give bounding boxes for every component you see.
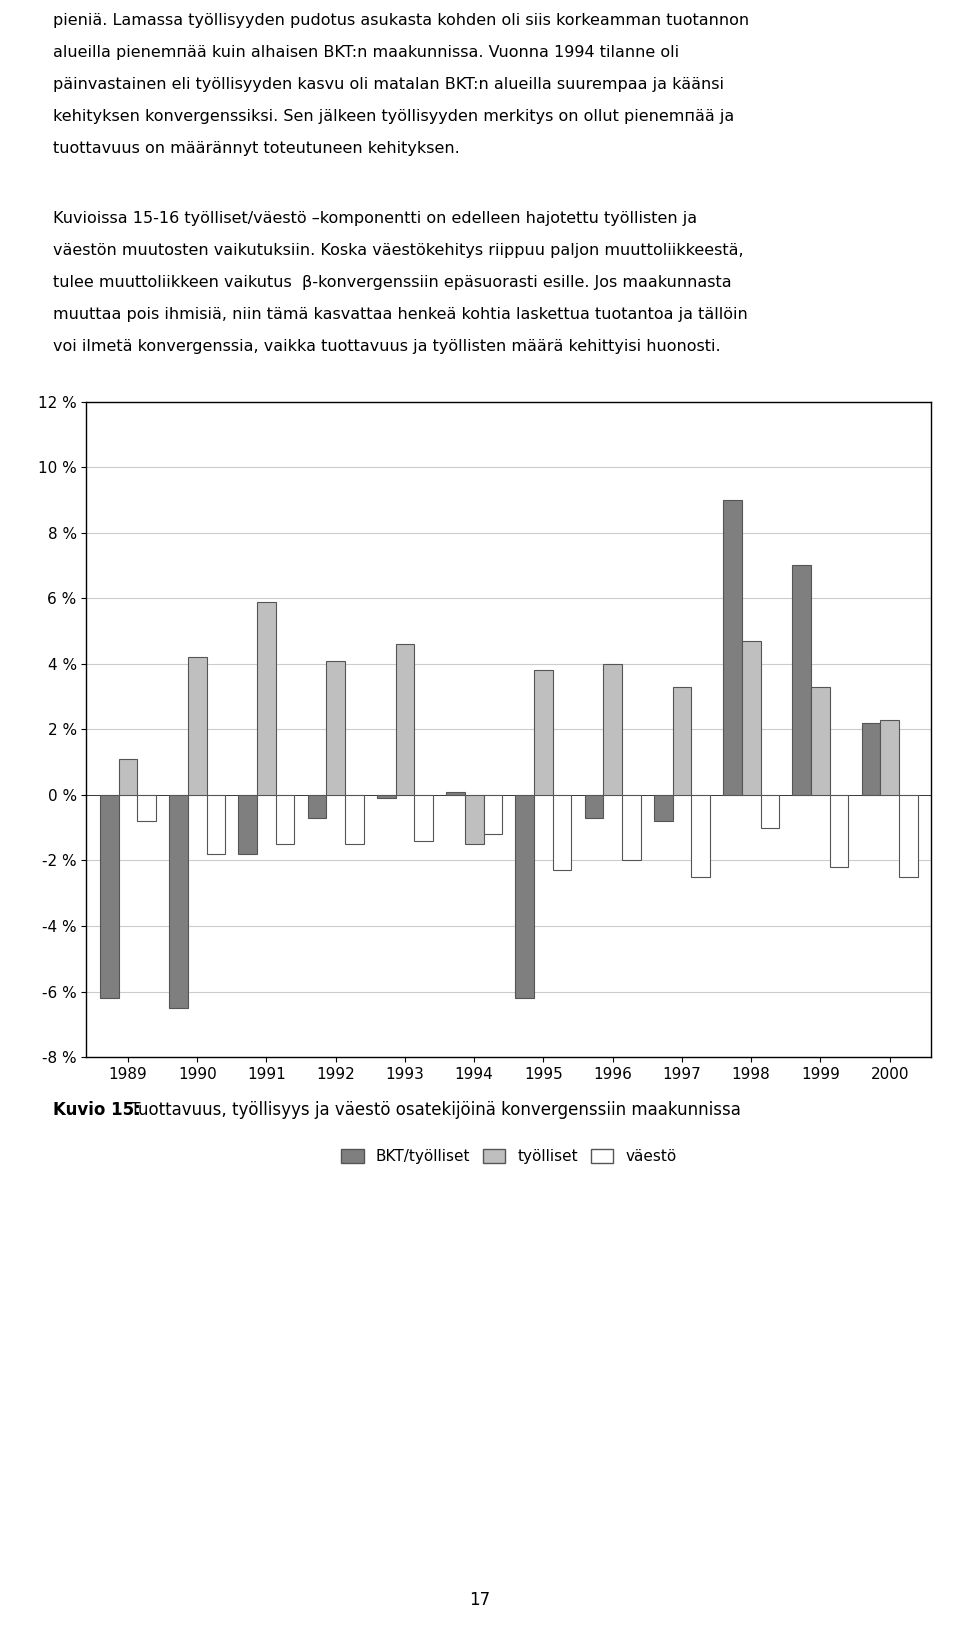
Bar [238, 795, 257, 854]
Bar [415, 795, 433, 841]
Text: kehityksen konvergenssiksi. Sen jälkeen työllisyyden merkitys on ollut pienemпää: kehityksen konvergenssiksi. Sen jälkeen … [53, 110, 734, 125]
Bar [345, 795, 364, 844]
Bar [760, 795, 780, 828]
Bar [119, 759, 137, 795]
Bar [742, 641, 760, 795]
Text: tulee muuttoliikkeen vaikutus  β-konvergenssiin epäsuorasti esille. Jos maakunna: tulee muuttoliikkeen vaikutus β-konverge… [53, 275, 732, 290]
Bar [137, 795, 156, 821]
Text: tuottavuus on määrännyt toteutuneen kehityksen.: tuottavuus on määrännyt toteutuneen kehi… [53, 141, 460, 156]
Bar [862, 723, 880, 795]
Bar [326, 661, 345, 795]
Bar [446, 792, 465, 795]
Text: Kuvioissa 15-16 työlliset/väestö –komponentti on edelleen hajotettu työllisten j: Kuvioissa 15-16 työlliset/väestö –kompon… [53, 211, 697, 226]
Text: alueilla pienemпää kuin alhaisen BKT:n maakunnissa. Vuonna 1994 tilanne oli: alueilla pienemпää kuin alhaisen BKT:n m… [53, 46, 679, 61]
Text: muuttaa pois ihmisiä, niin tämä kasvattaa henkeä kohtia laskettua tuotantoa ja t: muuttaa pois ihmisiä, niin tämä kasvatta… [53, 306, 748, 323]
Bar [396, 644, 415, 795]
Bar [829, 795, 849, 867]
Legend: BKT/työlliset, työlliset, väestö: BKT/työlliset, työlliset, väestö [341, 1149, 677, 1164]
Text: voi ilmetä konvergenssia, vaikka tuottavuus ja työllisten määrä kehittyisi huono: voi ilmetä konvergenssia, vaikka tuottav… [53, 339, 720, 354]
Bar [792, 565, 811, 795]
Bar [880, 720, 899, 795]
Bar [723, 500, 742, 795]
Bar [377, 795, 396, 798]
Bar [465, 795, 484, 844]
Bar [257, 602, 276, 795]
Bar [603, 664, 622, 795]
Text: pieniä. Lamassa työllisyyden pudotus asukasta kohden oli siis korkeamman tuotann: pieniä. Lamassa työllisyyden pudotus asu… [53, 13, 749, 28]
Bar [534, 670, 553, 795]
Bar [585, 795, 603, 818]
Text: päinvastainen eli työllisyyden kasvu oli matalan BKT:n alueilla suurempaa ja kää: päinvastainen eli työllisyyden kasvu oli… [53, 77, 724, 92]
Bar [484, 795, 502, 834]
Text: Kuvio 15:: Kuvio 15: [53, 1101, 140, 1119]
Bar [206, 795, 226, 854]
Bar [100, 795, 119, 998]
Bar [691, 795, 710, 877]
Bar [553, 795, 571, 870]
Bar [516, 795, 534, 998]
Bar [673, 687, 691, 795]
Bar [276, 795, 295, 844]
Bar [188, 657, 206, 795]
Text: 17: 17 [469, 1591, 491, 1609]
Bar [899, 795, 918, 877]
Bar [307, 795, 326, 818]
Bar [169, 795, 188, 1008]
Bar [811, 687, 829, 795]
Bar [622, 795, 640, 860]
Text: Tuottavuus, työllisyys ja väestö osatekijöinä konvergenssiin maakunnissa: Tuottavuus, työllisyys ja väestö osateki… [125, 1101, 741, 1119]
Text: väestön muutosten vaikutuksiin. Koska väestökehitys riippuu paljon muuttoliikkee: väestön muutosten vaikutuksiin. Koska vä… [53, 243, 743, 259]
Bar [654, 795, 673, 821]
